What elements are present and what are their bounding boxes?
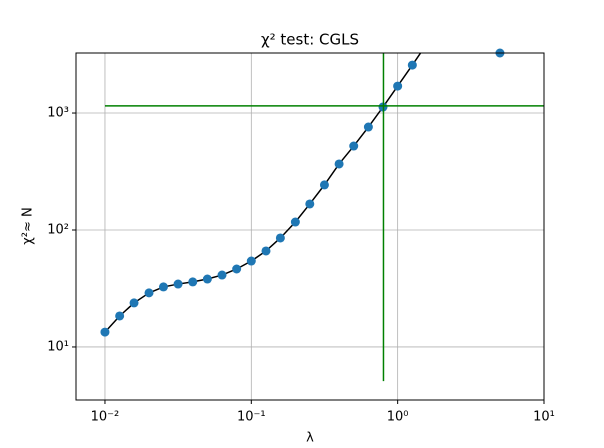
point — [393, 81, 403, 91]
x-tick-label: 10⁻¹ — [237, 410, 266, 425]
point — [305, 199, 315, 209]
x-tick-label: 10⁰ — [387, 410, 409, 425]
x-tick-label: 10⁻² — [91, 410, 120, 425]
point — [158, 282, 168, 292]
point — [290, 217, 300, 227]
axes-frame — [75, 52, 545, 401]
point — [246, 256, 256, 266]
y-tick-label: 10¹ — [47, 339, 69, 354]
point — [261, 246, 271, 256]
point — [319, 180, 329, 190]
y-tick-label: 10³ — [47, 106, 69, 121]
point — [188, 277, 198, 287]
point — [407, 60, 417, 70]
point — [202, 274, 212, 284]
x-axis-label: λ — [306, 431, 314, 446]
point — [349, 141, 359, 151]
point — [144, 288, 154, 298]
point — [217, 270, 227, 280]
series-line — [104, 53, 422, 333]
point — [422, 39, 431, 48]
x-tick-label: 10¹ — [533, 410, 555, 425]
point — [334, 159, 344, 169]
point — [275, 233, 285, 243]
point — [173, 279, 183, 289]
point — [232, 264, 242, 274]
chart-title: χ² test: CGLS — [261, 31, 359, 49]
point — [129, 298, 139, 308]
plot-area — [100, 39, 544, 382]
point — [363, 122, 373, 132]
y-axis-label: χ²≈ N — [21, 207, 36, 244]
y-tick-label: 10² — [47, 222, 69, 237]
point — [115, 311, 125, 321]
point — [100, 327, 110, 337]
